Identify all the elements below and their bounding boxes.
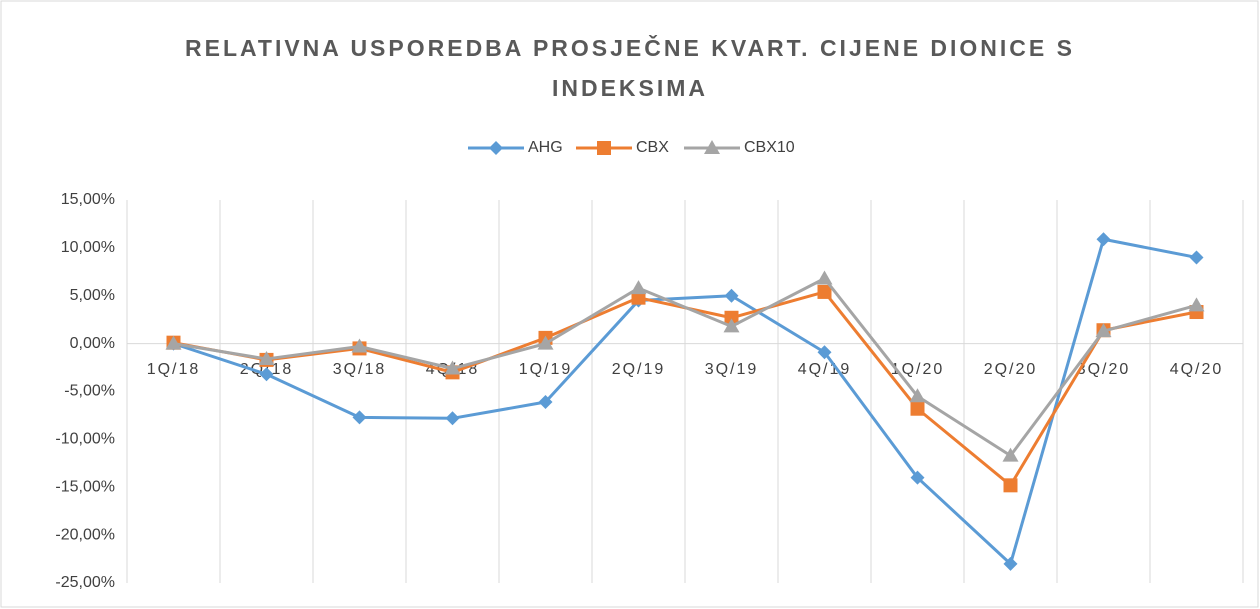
y-tick-label: -25,00% xyxy=(55,574,115,591)
x-tick-label: 1Q/20 xyxy=(891,361,945,378)
point xyxy=(724,310,739,325)
legend-label: CBX10 xyxy=(744,139,795,156)
point xyxy=(910,401,925,416)
point xyxy=(817,284,832,299)
point xyxy=(1003,556,1018,571)
y-tick-label: -5,00% xyxy=(64,383,115,400)
y-tick-label: 10,00% xyxy=(61,239,115,256)
point xyxy=(351,338,368,353)
x-tick-label: 4Q/19 xyxy=(798,361,852,378)
point xyxy=(631,290,646,305)
series-line xyxy=(173,237,1197,566)
point xyxy=(352,410,367,425)
x-tick-label: 4Q/20 xyxy=(1170,361,1224,378)
x-tick-label: 1Q/19 xyxy=(519,361,573,378)
point xyxy=(537,335,554,350)
x-tick-label: 2Q/20 xyxy=(984,361,1038,378)
point xyxy=(538,395,553,410)
chart-title: RELATIVNA USPOREDBA PROSJEČNE KVART. CIJ… xyxy=(185,35,1075,101)
point xyxy=(724,288,739,303)
series-line xyxy=(173,277,1197,458)
x-tick-label: 3Q/19 xyxy=(705,361,759,378)
y-tick-label: 0,00% xyxy=(70,335,115,352)
point xyxy=(1003,478,1018,493)
y-tick-label: 5,00% xyxy=(70,287,115,304)
point xyxy=(1188,297,1205,312)
point xyxy=(630,280,647,295)
point xyxy=(1002,447,1019,462)
legend-label: CBX xyxy=(636,139,669,156)
x-tick-label: 1Q/18 xyxy=(147,361,201,378)
point xyxy=(909,388,926,403)
legend-marker xyxy=(704,140,720,154)
point xyxy=(816,270,833,285)
point xyxy=(259,367,274,382)
y-tick-label: -10,00% xyxy=(55,431,115,448)
point xyxy=(258,350,275,365)
legend-marker xyxy=(489,141,503,155)
x-tick-label: 2Q/19 xyxy=(612,361,666,378)
legend-marker xyxy=(597,141,611,155)
legend-label: AHG xyxy=(528,139,563,156)
x-tick-label: 3Q/20 xyxy=(1077,361,1131,378)
y-tick-label: -15,00% xyxy=(55,478,115,495)
point xyxy=(1095,323,1112,338)
point xyxy=(1096,232,1111,247)
point xyxy=(1189,250,1204,265)
point xyxy=(445,411,460,426)
y-tick-label: 15,00% xyxy=(61,191,115,208)
x-tick-label: 3Q/18 xyxy=(333,361,387,378)
y-tick-label: -20,00% xyxy=(55,526,115,543)
point xyxy=(817,345,832,360)
point xyxy=(165,335,182,350)
point xyxy=(444,360,461,375)
point xyxy=(910,470,925,485)
point xyxy=(723,318,740,333)
